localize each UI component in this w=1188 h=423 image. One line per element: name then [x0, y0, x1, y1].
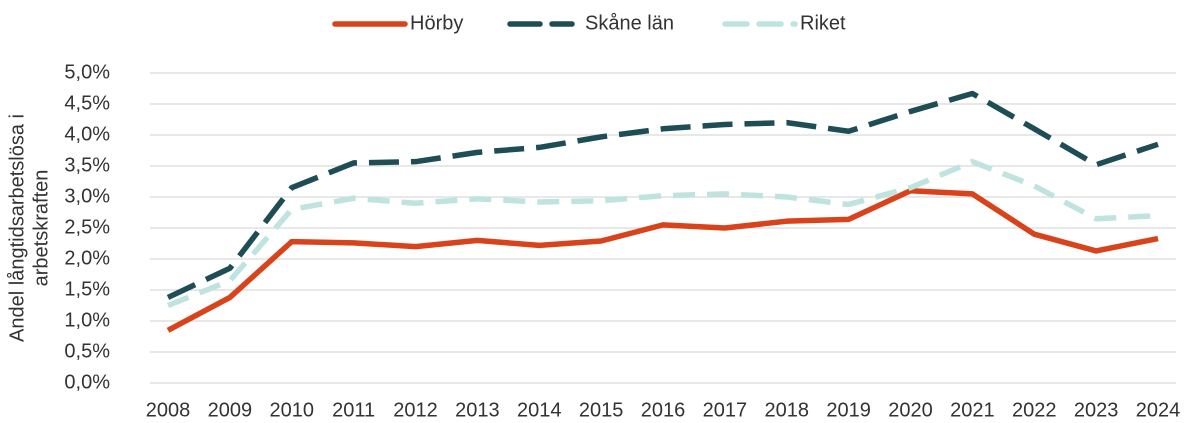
x-tick-label: 2011 [332, 399, 375, 421]
x-tick-label: 2023 [1074, 399, 1119, 421]
x-tick-label: 2018 [765, 399, 810, 421]
y-axis-label: Andel långtidsarbetslösa i [6, 114, 28, 342]
x-tick-label: 2009 [208, 399, 253, 421]
x-tick-label: 2019 [826, 399, 871, 421]
series-line [166, 158, 1159, 309]
y-tick-label: 5,0% [64, 61, 110, 83]
y-tick-label: 0,0% [64, 371, 110, 393]
y-tick-label: 4,5% [64, 92, 110, 114]
x-tick-label: 2016 [641, 399, 686, 421]
x-tick-label: 2014 [517, 399, 562, 421]
y-tick-label: 4,0% [64, 123, 110, 145]
y-tick-label: 2,0% [64, 247, 110, 269]
y-tick-label: 2,5% [64, 216, 110, 238]
series-line [166, 188, 1159, 333]
y-tick-label: 1,0% [64, 309, 110, 331]
y-tick-label: 0,5% [64, 340, 110, 362]
y-tick-label: 1,5% [64, 278, 110, 300]
y-tick-label: 3,5% [64, 154, 110, 176]
x-tick-label: 2010 [270, 399, 315, 421]
y-tick-label: 3,0% [64, 185, 110, 207]
x-tick-label: 2017 [703, 399, 748, 421]
x-tick-label: 2008 [146, 399, 191, 421]
y-axis-label: arbetskraften [30, 170, 52, 287]
legend-label: Hörby [410, 12, 463, 34]
x-tick-label: 2015 [579, 399, 624, 421]
series-line [166, 90, 1159, 300]
x-tick-label: 2012 [393, 399, 438, 421]
x-tick-label: 2024 [1136, 399, 1181, 421]
legend-label: Skåne län [585, 12, 674, 34]
x-tick-label: 2021 [950, 399, 995, 421]
x-tick-label: 2022 [1012, 399, 1057, 421]
x-tick-label: 2020 [888, 399, 933, 421]
x-tick-label: 2013 [455, 399, 500, 421]
legend-label: Riket [800, 12, 846, 34]
